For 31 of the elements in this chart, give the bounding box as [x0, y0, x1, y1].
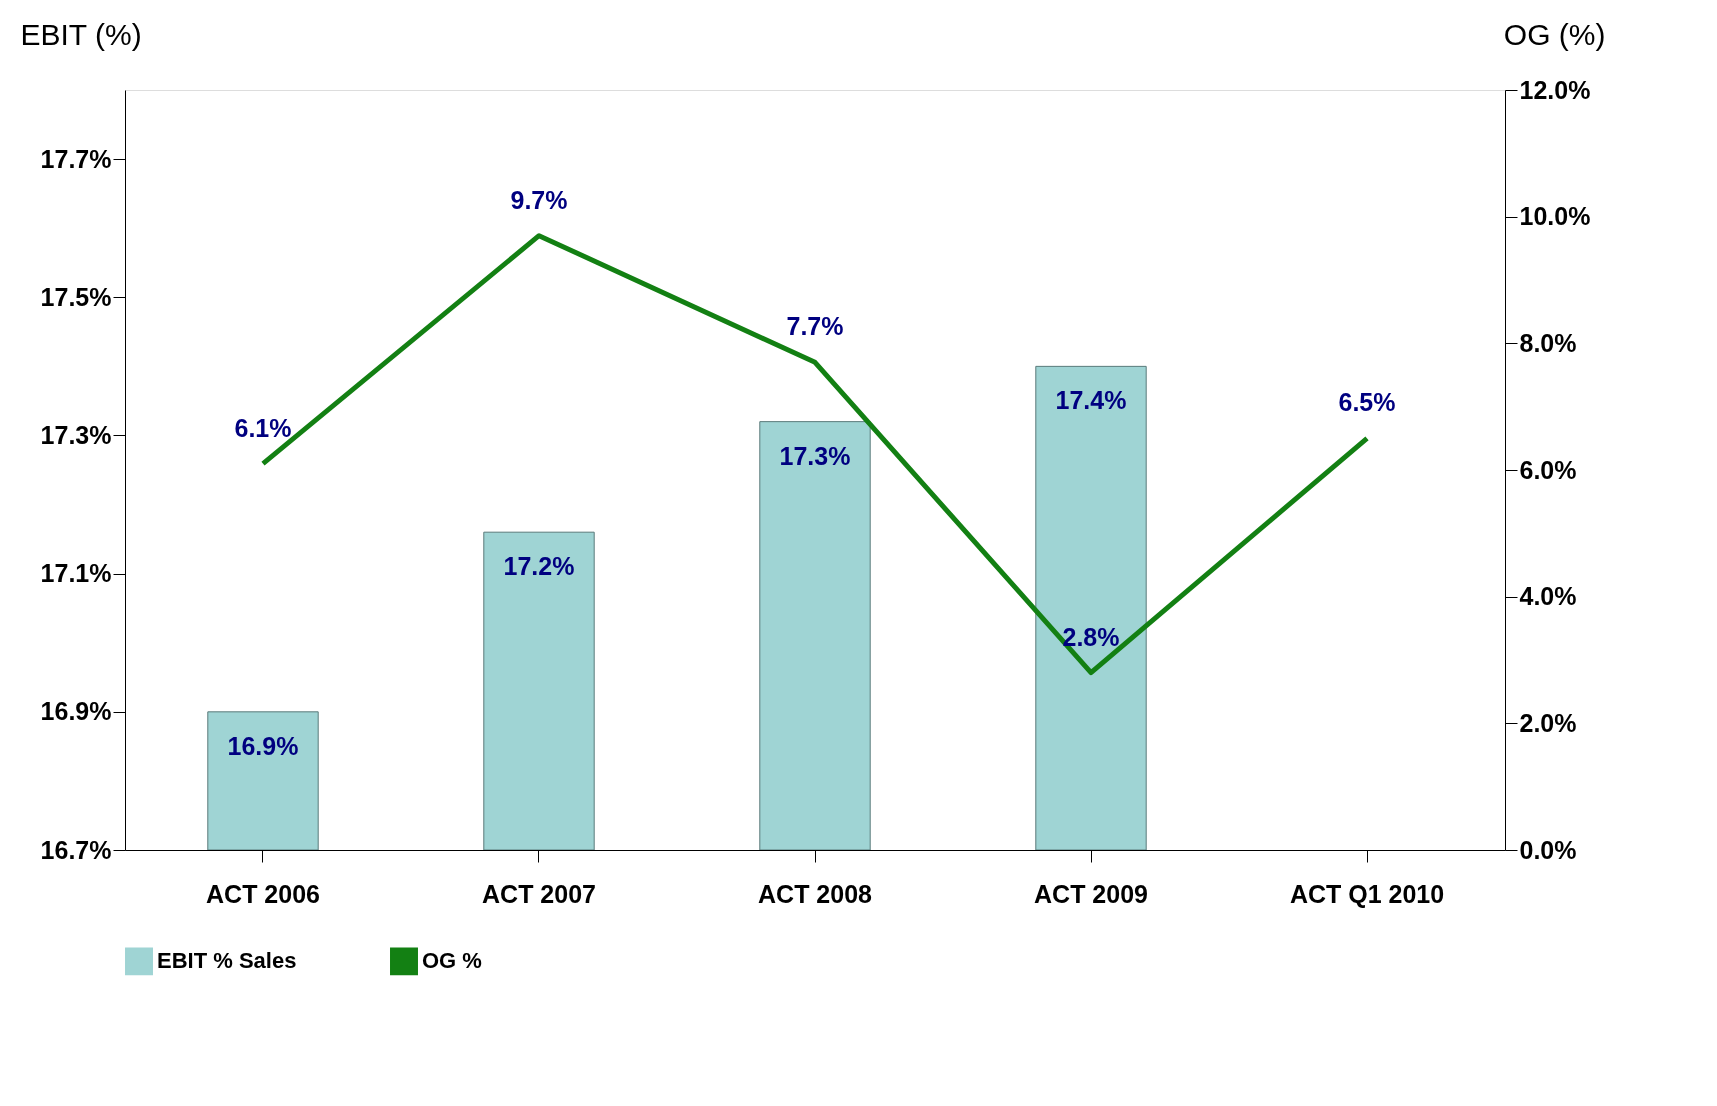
y2-tick-label: 6.0%: [1519, 455, 1577, 484]
data-label: 2.8%: [1062, 622, 1120, 651]
legend-label: EBIT % Sales: [157, 948, 297, 974]
y2-tick-label: 10.0%: [1519, 202, 1591, 231]
y-tick-label: 17.1%: [40, 559, 112, 588]
data-label: 6.1%: [234, 413, 292, 442]
data-label: 17.3%: [779, 441, 851, 470]
y2-tick-label: 8.0%: [1519, 328, 1577, 357]
x-tick-label: ACT 2009: [1034, 879, 1148, 908]
y-axis-title: EBIT (%): [20, 17, 142, 51]
y-tick-label: 16.7%: [40, 835, 112, 864]
y2-tick-label: 4.0%: [1519, 582, 1577, 611]
data-label: 7.7%: [786, 312, 844, 341]
data-label: 17.2%: [503, 552, 575, 581]
legend-label: OG %: [422, 948, 482, 974]
x-tick-label: ACT 2008: [758, 879, 873, 908]
data-label: 16.9%: [227, 731, 299, 760]
y2-tick-label: 2.0%: [1519, 708, 1577, 737]
data-label: 17.4%: [1055, 386, 1127, 415]
data-label: 9.7%: [510, 185, 568, 214]
x-tick-label: ACT 2007: [482, 879, 596, 908]
y2-tick-label: 0.0%: [1519, 835, 1577, 864]
y-tick-label: 16.9%: [40, 697, 112, 726]
x-tick-label: ACT 2006: [206, 879, 320, 908]
y2-axis-title: OG (%): [1503, 17, 1606, 51]
y-tick-label: 17.5%: [40, 282, 112, 311]
y-tick-label: 17.3%: [40, 420, 112, 449]
y2-tick-label: 12.0%: [1519, 75, 1591, 104]
x-tick-label: ACT Q1 2010: [1289, 879, 1445, 908]
data-label: 6.5%: [1338, 388, 1396, 417]
y-tick-label: 17.7%: [40, 144, 112, 173]
